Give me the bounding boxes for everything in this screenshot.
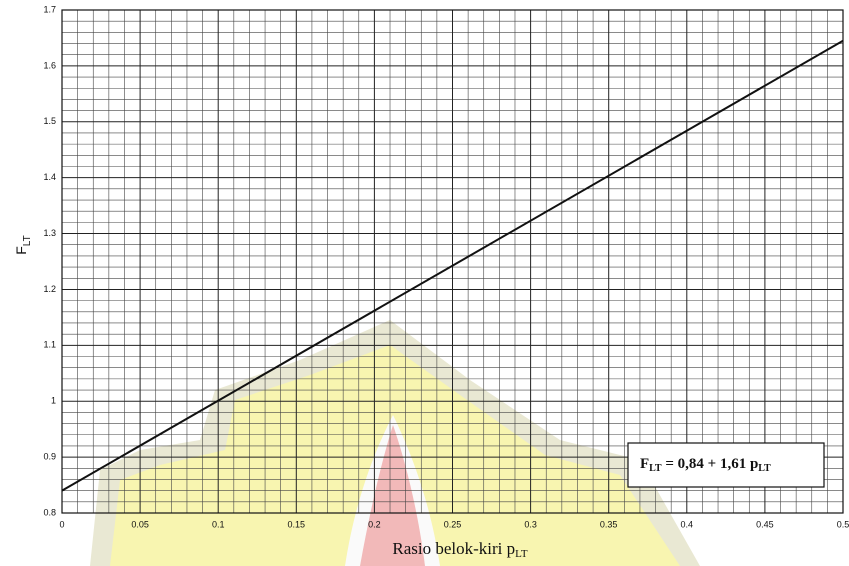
grid [62,10,843,513]
x-tick-label: 0.05 [131,519,149,529]
x-tick-label: 0.45 [756,519,774,529]
x-tick-label: 0.25 [444,519,462,529]
annotation-part: F [640,456,649,472]
y-tick-label: 1.6 [43,60,56,70]
x-tick-label: 0.35 [600,519,618,529]
x-label-sub: LT [515,548,528,560]
y-tick-label: 1.1 [43,340,56,350]
x-axis-label: Rasio belok-kiri pLT [392,539,527,560]
chart: FLT Rasio belok-kiri pLT 00.050.10.150.2… [0,0,849,566]
x-tick-label: 0 [59,519,64,529]
x-tick-label: 0.4 [681,519,694,529]
y-axis-label: FLT [13,235,33,255]
y-tick-label: 0.8 [43,507,56,517]
y-label-main: F [13,246,29,255]
x-tick-label: 0.5 [837,519,849,529]
y-tick-label: 1.7 [43,4,56,14]
y-tick-label: 1 [51,396,56,406]
y-tick-label: 1.4 [43,172,56,182]
y-tick-label: 1.5 [43,116,56,126]
y-tick-label: 1.3 [43,228,56,238]
x-tick-label: 0.2 [368,519,381,529]
x-tick-label: 0.15 [288,519,306,529]
y-label-sub: LT [22,235,33,246]
x-label-main: Rasio belok-kiri p [392,539,515,558]
annotation-sub: LT [758,463,771,474]
x-tick-label: 0.3 [524,519,537,529]
annotation-sub: LT [649,463,662,474]
y-tick-label: 0.9 [43,451,56,461]
x-tick-label: 0.1 [212,519,225,529]
annotation-part: = 0,84 + 1,61 p [662,456,759,472]
y-tick-label: 1.2 [43,284,56,294]
